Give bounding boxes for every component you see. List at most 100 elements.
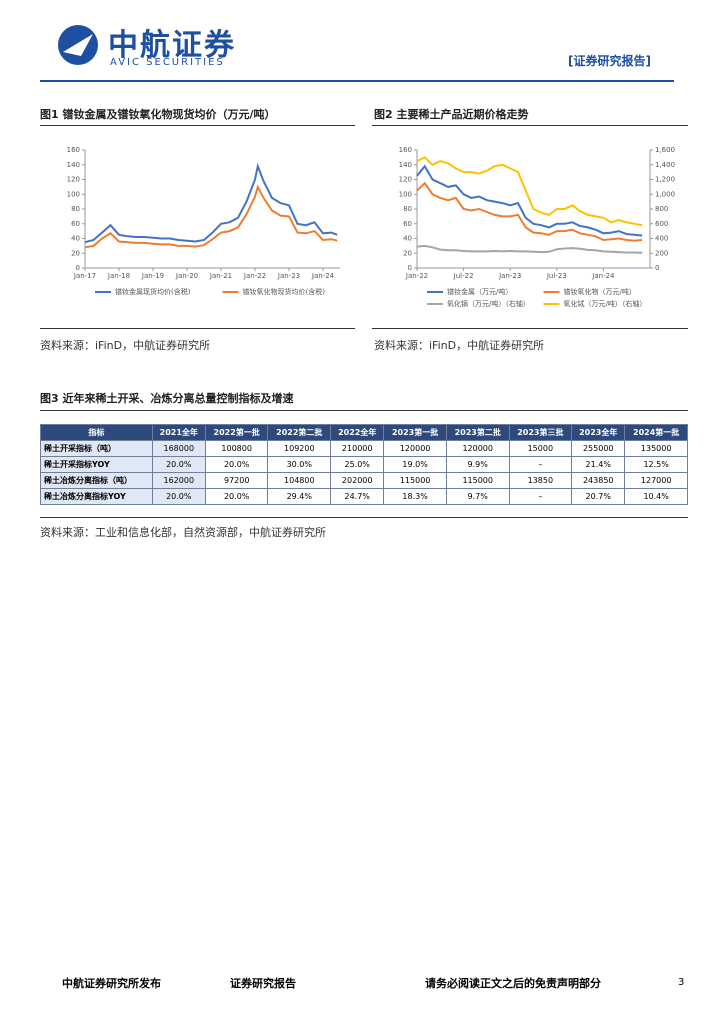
table-cell: 20.0% bbox=[204, 488, 269, 505]
y2-tick-label: 400 bbox=[655, 235, 668, 243]
figure-title: 图1 镨钕金属及镨钕氧化物现货均价（万元/吨） bbox=[40, 108, 276, 121]
legend-label: 氧化铽（万元/吨）（右轴） bbox=[564, 299, 647, 308]
table-cell: 24.7% bbox=[330, 488, 385, 505]
table-cell: 243850 bbox=[571, 472, 626, 489]
page-number: 3 bbox=[678, 977, 685, 988]
table-cell: 稀土开采指标YOY bbox=[40, 456, 153, 473]
legend-label: 氧化镝（万元/吨）（右轴） bbox=[447, 299, 530, 308]
legend-label: 镨钕金属现货均价(含税) bbox=[115, 287, 191, 296]
y-tick-label: 0 bbox=[76, 264, 80, 272]
table-cell: 135000 bbox=[624, 440, 688, 457]
header-cell: 2023第三批 bbox=[508, 424, 573, 441]
x-tick-label: Jan-18 bbox=[107, 272, 130, 280]
y2-tick-label: 800 bbox=[655, 205, 668, 213]
y2-tick-label: 600 bbox=[655, 220, 668, 228]
series-line bbox=[84, 162, 338, 244]
table-cell: 97200 bbox=[204, 472, 269, 489]
table-cell: 162000 bbox=[151, 472, 206, 489]
x-tick-label: Jan-24 bbox=[591, 272, 615, 280]
header-cell: 2022全年 bbox=[330, 424, 385, 441]
y2-tick-label: 1,400 bbox=[655, 161, 675, 169]
x-tick-label: Jan-19 bbox=[141, 272, 164, 280]
table-cell: 100800 bbox=[204, 440, 269, 457]
table-cell: 20.0% bbox=[151, 456, 206, 473]
data-table: 指标 2021全年 2022第一批 2022第二批 2022全年 2023第一批 2023第… bbox=[40, 424, 688, 505]
x-tick-label: Jul-22 bbox=[453, 272, 474, 280]
y-tick-label: 40 bbox=[403, 235, 412, 243]
footer-right: 请务必阅读正文之后的免责声明部分 bbox=[425, 977, 601, 990]
table-cell: 稀土冶炼分离指标YOY bbox=[40, 488, 153, 505]
table-cell: 104800 bbox=[267, 472, 332, 489]
table-cell: 稀土开采指标（吨） bbox=[40, 440, 153, 457]
y-tick-label: 20 bbox=[71, 249, 80, 257]
y2-tick-label: 1,200 bbox=[655, 176, 675, 184]
table-cell: 210000 bbox=[330, 440, 385, 457]
x-tick-label: Jan-24 bbox=[311, 272, 335, 280]
rule bbox=[40, 328, 355, 329]
rule bbox=[40, 125, 355, 126]
x-tick-label: Jan-22 bbox=[243, 272, 266, 280]
report-tag: [证券研究报告] bbox=[568, 54, 651, 68]
table-row: 稀土冶炼分离指标YOY 20.0% 20.0% 29.4% 24.7% 18.3% 9.7%… bbox=[40, 488, 688, 505]
y-tick-label: 140 bbox=[67, 161, 80, 169]
y-tick-label: 160 bbox=[399, 146, 412, 154]
rule bbox=[372, 328, 688, 329]
y-tick-label: 80 bbox=[71, 205, 80, 213]
y-tick-label: 0 bbox=[408, 264, 412, 272]
y-tick-label: 40 bbox=[71, 235, 80, 243]
rule bbox=[372, 125, 688, 126]
header-rule bbox=[40, 80, 674, 82]
source-note: 资料来源：iFinD，中航证券研究所 bbox=[374, 339, 545, 352]
table-cell: 20.0% bbox=[204, 456, 269, 473]
table-cell: 13850 bbox=[508, 472, 573, 489]
rule bbox=[40, 410, 688, 411]
table-cell: 109200 bbox=[267, 440, 332, 457]
y2-tick-label: 200 bbox=[655, 249, 668, 257]
y-tick-label: 100 bbox=[67, 190, 80, 198]
header-cell: 2023第一批 bbox=[383, 424, 447, 441]
figure-title: 图3 近年来稀土开采、冶炼分离总量控制指标及增速 bbox=[40, 392, 294, 405]
table-cell: 18.3% bbox=[383, 488, 447, 505]
y2-tick-label: 0 bbox=[655, 264, 659, 272]
table-cell: 9.7% bbox=[445, 488, 510, 505]
table-cell: 29.4% bbox=[267, 488, 332, 505]
header-cell: 2023全年 bbox=[571, 424, 626, 441]
series-line bbox=[416, 244, 643, 254]
table-cell: 19.0% bbox=[383, 456, 447, 473]
header-cell: 2022第二批 bbox=[267, 424, 332, 441]
y-tick-label: 60 bbox=[403, 220, 412, 228]
header-cell: 指标 bbox=[40, 424, 153, 441]
y-tick-label: 100 bbox=[399, 190, 412, 198]
x-tick-label: Jan-17 bbox=[73, 272, 96, 280]
table-cell: 稀土冶炼分离指标（吨） bbox=[40, 472, 153, 489]
x-tick-label: Jan-21 bbox=[209, 272, 232, 280]
chart: 0 20 40 60 80 100 120 140 160 0 200 400 600 800 1,000 1… bbox=[399, 146, 675, 308]
table-cell: 168000 bbox=[151, 440, 206, 457]
x-tick-label: Jan-20 bbox=[175, 272, 198, 280]
series-line bbox=[416, 156, 643, 227]
y-tick-label: 120 bbox=[399, 176, 412, 184]
table-cell: 20.0% bbox=[151, 488, 206, 505]
footer-left: 中航证券研究所发布 bbox=[62, 977, 161, 990]
figure-title: 图2 主要稀土产品近期价格走势 bbox=[374, 108, 529, 121]
x-tick-label: Jan-23 bbox=[277, 272, 300, 280]
y2-tick-label: 1,000 bbox=[655, 190, 675, 198]
logo-text: 中航证券 bbox=[108, 28, 236, 63]
table-cell: 120000 bbox=[445, 440, 510, 457]
table-cell: 10.4% bbox=[624, 488, 688, 505]
x-tick-label: Jan-22 bbox=[405, 272, 428, 280]
table-cell: 30.0% bbox=[267, 456, 332, 473]
logo-en: AVIC SECURITIES bbox=[110, 57, 225, 68]
legend-label: 镨钕金属（万元/吨） bbox=[447, 287, 512, 296]
table-row: 稀土开采指标（吨） 168000 100800 109200 210000 120000 1… bbox=[40, 440, 688, 457]
legend-label: 镨钕氧化物（万元/吨） bbox=[564, 287, 636, 296]
table-cell: 127000 bbox=[624, 472, 688, 489]
table-cell: 20.7% bbox=[571, 488, 626, 505]
y-tick-label: 60 bbox=[71, 220, 80, 228]
header-cell: 2024第一批 bbox=[624, 424, 688, 441]
legend-label: 镨钕氧化物现货均价(含税) bbox=[243, 287, 326, 296]
table-cell: 255000 bbox=[571, 440, 626, 457]
table-cell: 25.0% bbox=[330, 456, 385, 473]
table-row: 稀土冶炼分离指标（吨） 162000 97200 104800 202000 115000… bbox=[40, 472, 688, 489]
table-row: 稀土开采指标YOY 20.0% 20.0% 30.0% 25.0% 19.0% 9.9% –2… bbox=[40, 456, 688, 473]
